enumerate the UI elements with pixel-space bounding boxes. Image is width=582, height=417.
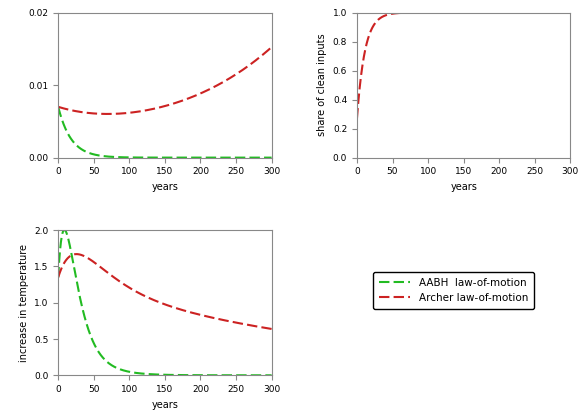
X-axis label: years: years <box>450 182 477 192</box>
Y-axis label: increase in temperature: increase in temperature <box>19 244 29 362</box>
Y-axis label: share of clean inputs: share of clean inputs <box>317 34 327 136</box>
X-axis label: years: years <box>151 182 178 192</box>
Legend: AABH  law-of-motion, Archer law-of-motion: AABH law-of-motion, Archer law-of-motion <box>373 271 534 309</box>
X-axis label: years: years <box>151 399 178 409</box>
